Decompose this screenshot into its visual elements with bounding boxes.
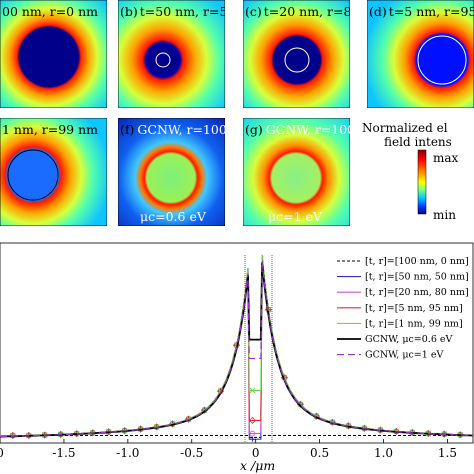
series-marker bbox=[89, 429, 97, 437]
panel-d: (d)t=5 nm, r=95 nm bbox=[367, 0, 474, 108]
panel-c: (c) t=20 nm, r=80 nm bbox=[243, 0, 383, 108]
panel-g-letter: (g) bbox=[245, 122, 263, 137]
panel-b-label: (b) t=50 nm, r=50 nm bbox=[120, 4, 259, 19]
panel-g-text: GCNW, r=100 nm bbox=[266, 122, 379, 137]
series-line bbox=[0, 260, 474, 438]
panel-c-letter: (c) bbox=[245, 4, 262, 19]
panel-d-core-outline bbox=[417, 35, 467, 85]
series-marker bbox=[376, 426, 384, 434]
panel-e: 1 nm, r=99 nm bbox=[0, 118, 107, 226]
series-marker bbox=[360, 424, 368, 432]
panel-e-core-outline bbox=[7, 149, 59, 201]
series-marker bbox=[249, 436, 255, 442]
legend-label: GCNW, μc=0.6 eV bbox=[365, 334, 453, 345]
x-tick-label: 1.5 bbox=[438, 446, 457, 460]
x-axis-label: x /μm bbox=[240, 458, 275, 473]
colorbar-title-line2: field intens bbox=[384, 135, 452, 149]
series-marker bbox=[105, 428, 113, 436]
series-marker bbox=[153, 423, 161, 431]
series-marker bbox=[137, 425, 145, 433]
panel-c-core-outline bbox=[284, 47, 310, 73]
panel-b-text: t=50 nm, r=50 nm bbox=[140, 4, 260, 19]
legend-label: [t, r]=[1 nm, 99 nm] bbox=[365, 318, 463, 329]
colorbar-max-label: max bbox=[433, 151, 459, 165]
series-marker bbox=[73, 430, 81, 438]
panel-f-label: (f) GCNW, r=100 nm bbox=[120, 122, 251, 137]
plot-frame bbox=[0, 242, 474, 444]
panel-b-core-outline bbox=[155, 52, 171, 68]
series-marker bbox=[249, 387, 256, 394]
legend-label: [t, r]=[20 nm, 80 nm] bbox=[365, 287, 469, 298]
series-marker bbox=[297, 401, 304, 408]
panel-d-text: t=5 nm, r=95 nm bbox=[389, 4, 474, 19]
series-marker bbox=[424, 429, 432, 437]
panel-a: 00 nm, r=0 nm bbox=[0, 0, 107, 108]
series-marker bbox=[344, 422, 352, 430]
series-marker bbox=[9, 431, 17, 440]
x-tick-label: 0.5 bbox=[310, 446, 329, 460]
series-marker bbox=[440, 430, 448, 438]
colorbar-min-label: min bbox=[433, 208, 456, 222]
series-marker bbox=[248, 416, 257, 425]
legend-label: GCNW, μc=1 eV bbox=[365, 350, 443, 361]
x-tick-label: 0 bbox=[252, 446, 260, 460]
x-axis-ticks: 0 -1.5 -1.0 -0.5 0 0.5 1.0 1.5 bbox=[0, 439, 457, 460]
series-marker bbox=[41, 431, 49, 439]
panel-g: (g) GCNW, r=100 nm μc=1 eV bbox=[243, 118, 379, 226]
legend-label: [t, r]=[5 nm, 95 nm] bbox=[365, 303, 463, 314]
panel-f-bottom-label: μc=0.6 eV bbox=[140, 209, 207, 224]
series-layer bbox=[0, 254, 474, 442]
panel-d-letter: (d) bbox=[369, 4, 387, 19]
colorbar-scale bbox=[417, 149, 427, 215]
x-tick-label: -1.0 bbox=[116, 446, 139, 460]
x-tick-label: 1.0 bbox=[374, 446, 393, 460]
line-chart: 0 -1.5 -1.0 -0.5 0 0.5 1.0 1.5 x /μm [t, r]=[10… bbox=[0, 242, 474, 473]
colorbar-title-line1: Normalized el bbox=[362, 121, 448, 135]
x-tick-label: -0.5 bbox=[180, 446, 203, 460]
x-tick-label: 0 bbox=[0, 446, 4, 460]
x-tick-label: -1.5 bbox=[52, 446, 75, 460]
series-marker bbox=[392, 427, 400, 435]
panel-f-letter: (f) bbox=[120, 122, 134, 137]
panel-a-label: 00 nm, r=0 nm bbox=[2, 4, 98, 19]
panel-c-text: t=20 nm, r=80 nm bbox=[264, 4, 384, 19]
series-marker bbox=[249, 430, 256, 437]
series-marker bbox=[57, 430, 65, 438]
series-marker bbox=[121, 427, 129, 435]
panel-g-label: (g) GCNW, r=100 nm bbox=[245, 122, 379, 137]
legend-label: [t, r]=[100 nm, 0 nm] bbox=[365, 256, 469, 267]
legend: [t, r]=[100 nm, 0 nm] [t, r]=[50 nm, 50 n… bbox=[337, 256, 469, 361]
panel-g-bottom-label: μc=1 eV bbox=[268, 209, 323, 224]
panel-f: (f) GCNW, r=100 nm μc=0.6 eV bbox=[118, 118, 251, 226]
series-marker bbox=[456, 431, 464, 439]
panel-c-label: (c) t=20 nm, r=80 nm bbox=[245, 4, 383, 19]
legend-label: [t, r]=[50 nm, 50 nm] bbox=[365, 272, 469, 283]
panel-b: (b) t=50 nm, r=50 nm bbox=[118, 0, 259, 108]
panel-b-letter: (b) bbox=[120, 4, 138, 19]
panel-f-text: GCNW, r=100 nm bbox=[137, 122, 250, 137]
series-line bbox=[0, 434, 473, 438]
colorbar: Normalized el field intens max min bbox=[362, 121, 459, 222]
series-marker bbox=[25, 431, 33, 440]
series-marker bbox=[408, 428, 416, 437]
panel-e-label: 1 nm, r=99 nm bbox=[2, 122, 98, 137]
panel-d-label: (d)t=5 nm, r=95 nm bbox=[369, 4, 474, 19]
